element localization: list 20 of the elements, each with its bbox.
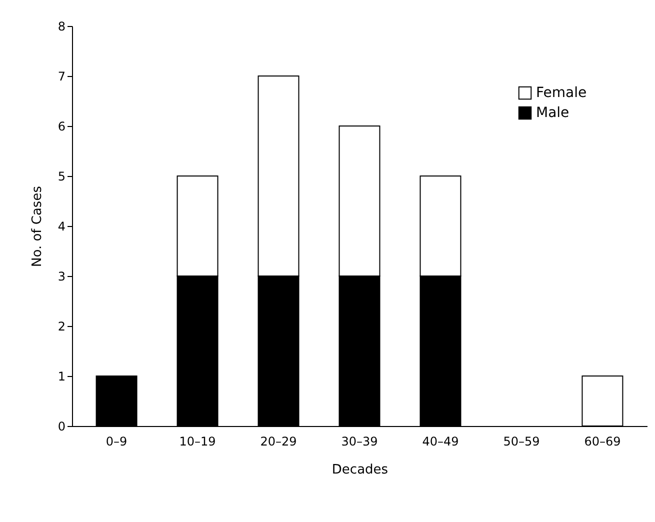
x-tick-label: 0–9 [106,434,128,448]
y-tick-label: 7 [58,70,66,84]
legend-label: Male [536,105,570,121]
x-axis-title: Decades [332,462,388,478]
x-tick-label: 30–39 [341,434,378,448]
y-tick-label: 8 [58,20,66,34]
x-tick-label: 60–69 [584,434,621,448]
y-tick-label: 5 [58,170,66,184]
x-tick-label: 50–59 [503,434,540,448]
legend-label: Female [536,85,587,101]
x-tick-label: 10–19 [179,434,216,448]
y-tick-label: 4 [58,220,66,234]
y-tick-label: 1 [58,370,66,384]
y-tick-label: 0 [58,420,66,434]
y-tick-label: 6 [58,120,66,134]
y-tick-label: 2 [58,320,66,334]
x-tick-label: 20–29 [260,434,297,448]
y-tick-label: 3 [58,270,66,284]
x-tick-label: 40–49 [422,434,459,448]
y-axis-title: No. of Cases [30,186,45,267]
